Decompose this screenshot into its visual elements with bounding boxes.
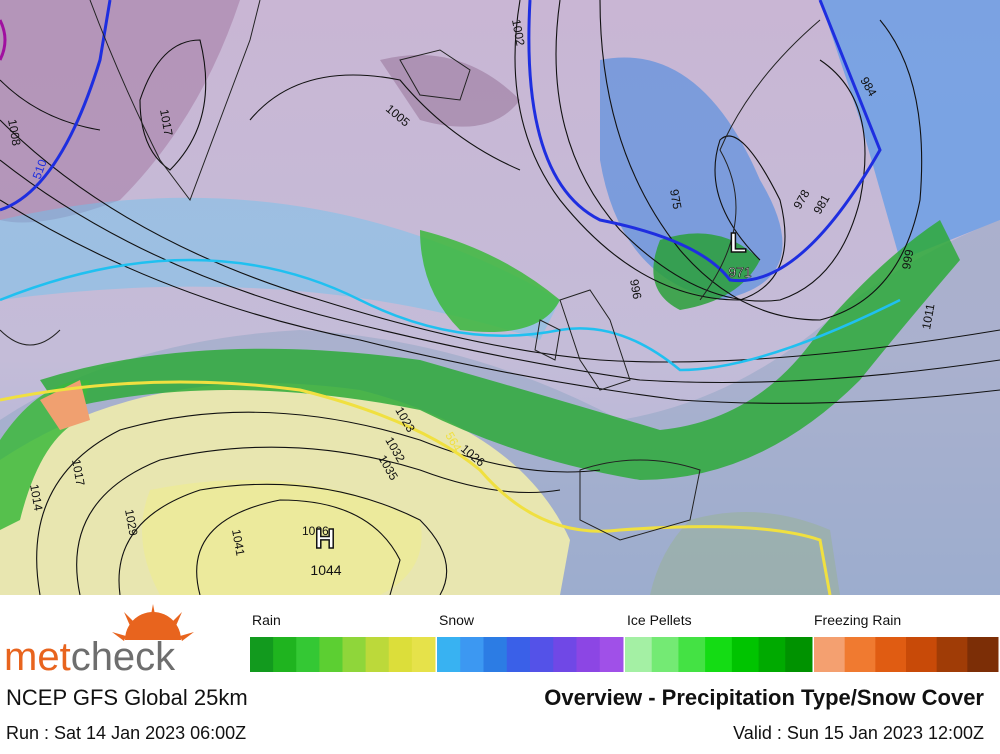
legend-swatch xyxy=(342,637,367,672)
isobar-label: 1008 xyxy=(5,118,23,147)
legend-swatch xyxy=(599,637,624,672)
legend-swatch xyxy=(483,637,508,672)
legend-swatch xyxy=(678,637,706,672)
isobar-label: 1002 xyxy=(509,18,527,47)
logo: metcheck xyxy=(4,635,176,679)
legend-swatch xyxy=(731,637,760,672)
valid-time: Valid : Sun 15 Jan 2023 12:00Z xyxy=(733,723,984,743)
legend-swatch xyxy=(906,637,938,672)
legend-swatch xyxy=(460,637,484,672)
legend-swatches xyxy=(250,637,999,672)
model-name: NCEP GFS Global 25km xyxy=(6,685,248,710)
logo-part: check xyxy=(71,635,176,679)
legend-swatch xyxy=(844,637,876,672)
legend-swatch xyxy=(296,637,320,672)
isobar-label: 999 xyxy=(899,248,916,270)
legend-swatch xyxy=(814,637,846,672)
legend-swatch xyxy=(651,637,679,672)
legend-swatch xyxy=(437,637,461,672)
isobar-label: 1029 xyxy=(122,508,140,537)
legend-swatch xyxy=(411,637,436,672)
legend-label: Rain xyxy=(252,612,281,628)
high-pressure: 1044 xyxy=(310,562,341,578)
high-symbol: H xyxy=(315,523,335,554)
land xyxy=(0,0,821,541)
legend-label: Freezing Rain xyxy=(814,612,901,628)
isobar-label: 1041 xyxy=(229,528,247,557)
legend-swatch xyxy=(530,637,554,672)
footer: metcheck Rain Snow Ice Pellets Freezing … xyxy=(0,595,1000,749)
legend-swatch xyxy=(625,637,653,672)
legend-swatch xyxy=(936,637,968,672)
legend-swatch xyxy=(250,637,274,672)
legend-swatch xyxy=(553,637,577,672)
legend-swatch xyxy=(576,637,601,672)
legend-swatch xyxy=(388,637,413,672)
isobar-label: 1011 xyxy=(919,302,937,330)
thickness-label: 510 xyxy=(30,157,50,181)
isobar-label: 975 xyxy=(667,188,684,210)
low-symbol: L xyxy=(729,227,746,258)
legend-swatch xyxy=(506,637,531,672)
isobar-label: 1017 xyxy=(157,108,175,137)
legend-swatch xyxy=(319,637,343,672)
low-pressure: 971 xyxy=(728,264,752,280)
isobar-label: 1017 xyxy=(69,458,87,487)
legend-swatch xyxy=(758,637,786,672)
legend-label: Snow xyxy=(439,612,475,628)
legend-swatch xyxy=(705,637,733,672)
legend-swatch xyxy=(785,637,813,672)
legend-swatch xyxy=(273,637,297,672)
legend-swatch xyxy=(365,637,390,672)
legend-swatch xyxy=(967,637,999,672)
map: 1008 1017 1005 1002 984 978 981 975 996 … xyxy=(0,0,1000,596)
isobar-label: 1014 xyxy=(27,483,45,512)
isobar-label: 996 xyxy=(627,278,644,300)
legend-swatch xyxy=(875,637,907,672)
run-time: Run : Sat 14 Jan 2023 06:00Z xyxy=(6,723,246,743)
isobar-label: 1026 xyxy=(302,524,329,538)
logo-sun xyxy=(112,604,194,641)
isobars xyxy=(0,0,1000,596)
chart-title: Overview - Precipitation Type/Snow Cover xyxy=(544,685,984,710)
legend-label: Ice Pellets xyxy=(627,612,692,628)
logo-part: met xyxy=(4,635,71,679)
